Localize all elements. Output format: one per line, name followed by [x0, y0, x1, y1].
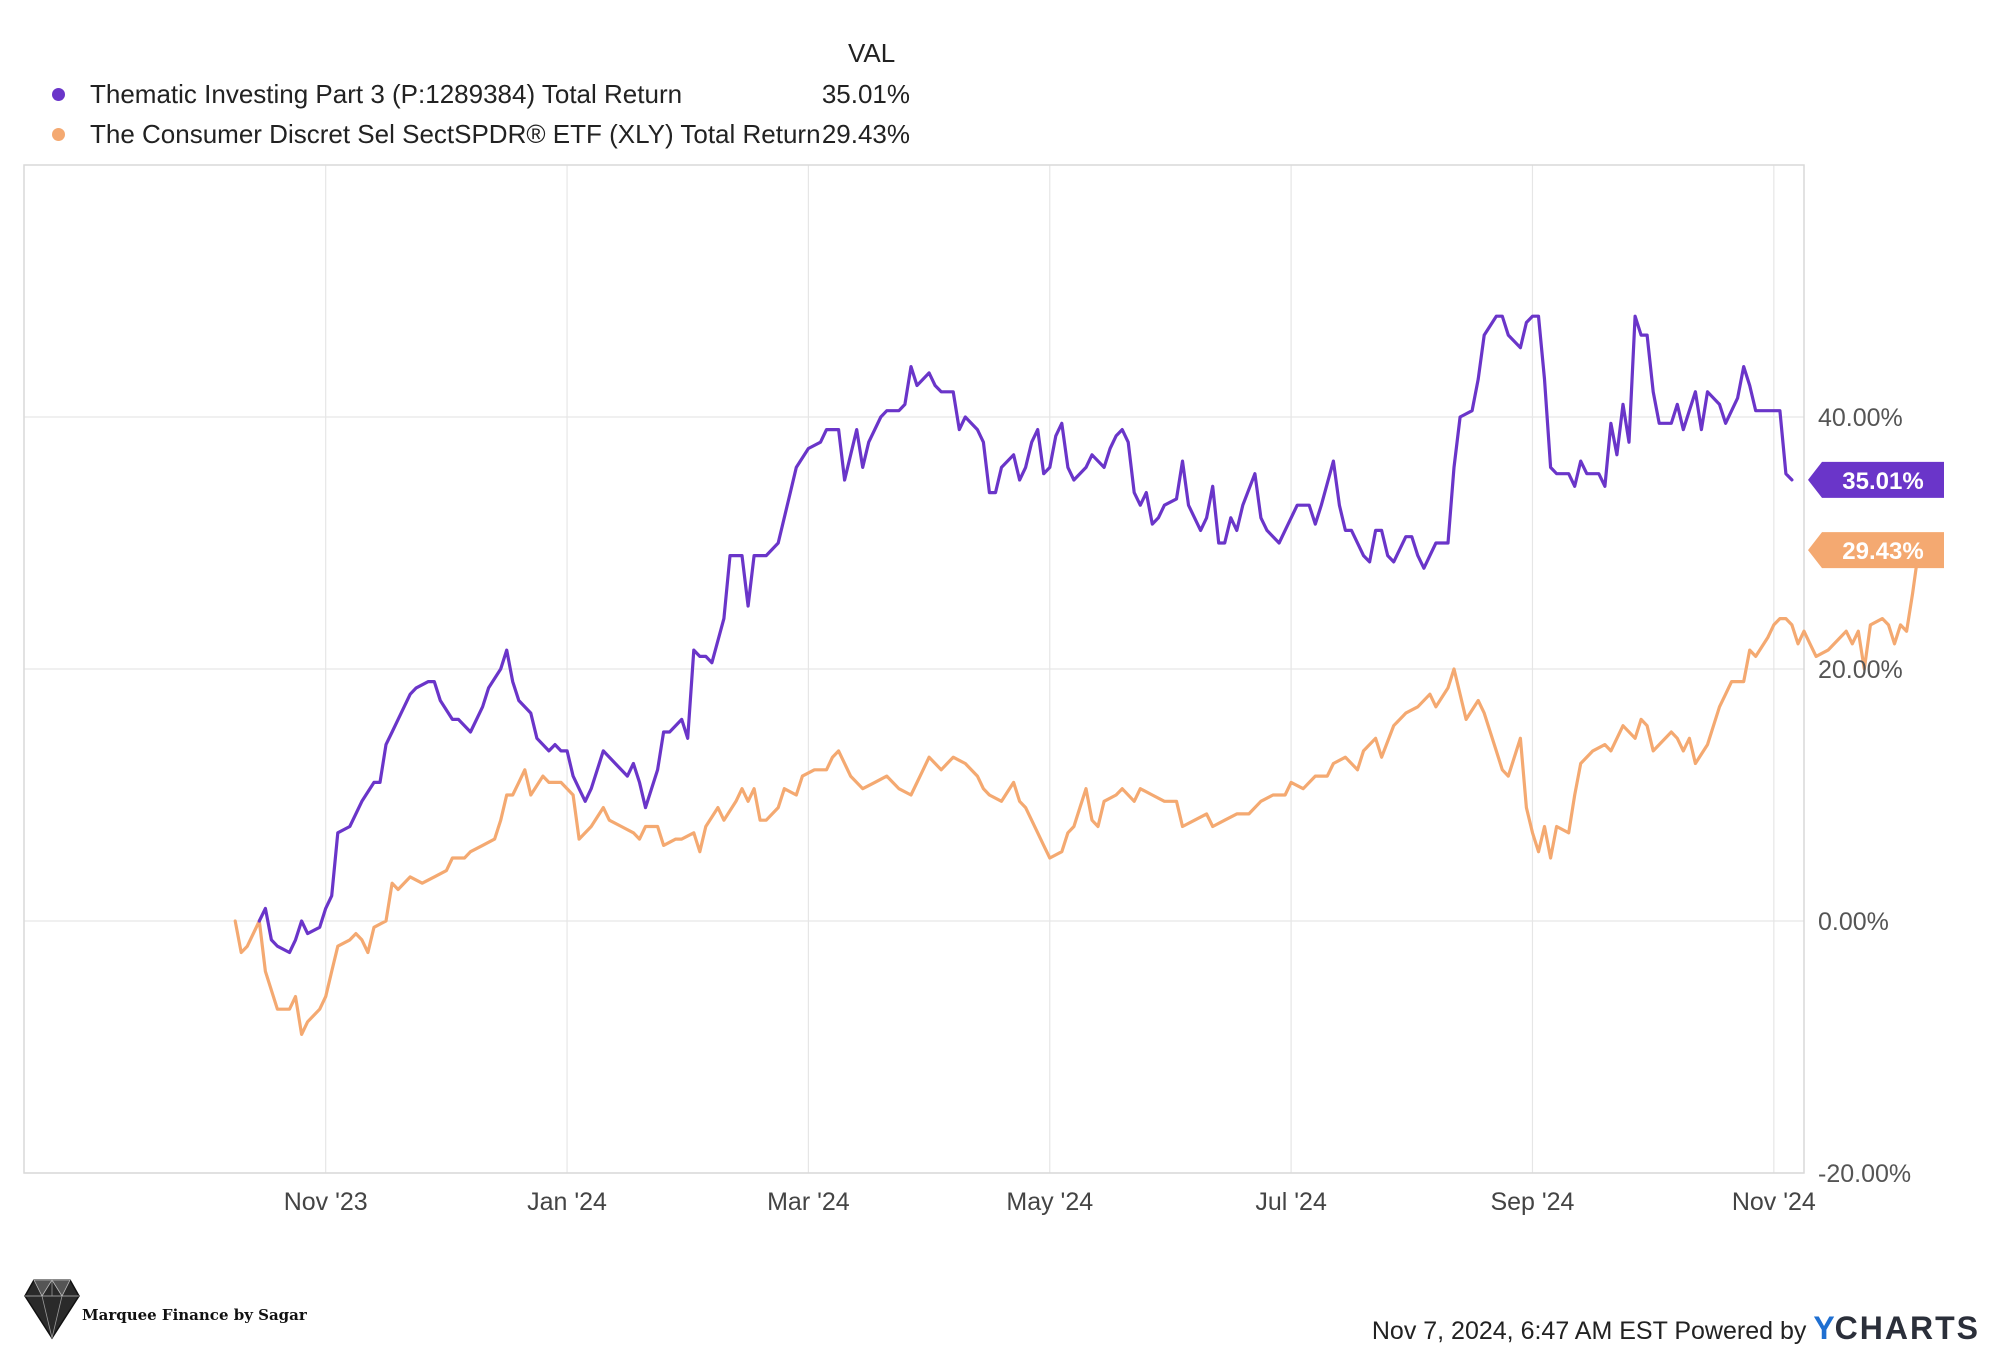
legend-series-name: The Consumer Discret Sel SectSPDR® ETF (… [90, 119, 821, 149]
y-tick-label: -20.00% [1818, 1160, 1911, 1188]
end-label-badge [1808, 532, 1944, 569]
legend-item-xly[interactable]: The Consumer Discret Sel SectSPDR® ETF (… [40, 116, 910, 152]
plot-frame [23, 164, 1805, 1174]
end-label-badge [1808, 461, 1944, 498]
legend-series-name: Thematic Investing Part 3 (P:1289384) To… [90, 79, 683, 109]
end-label-thematic: 35.01% [1808, 461, 1944, 498]
timestamp: Nov 7, 2024, 6:47 AM EST Powered by [1371, 1317, 1807, 1345]
legend-dot-icon [52, 88, 65, 101]
series-line-xly[interactable] [233, 548, 1921, 1036]
x-tick-label: May '24 [1006, 1188, 1093, 1216]
x-tick-label: Jul '24 [1255, 1188, 1327, 1216]
end-label-text: 35.01% [1842, 468, 1923, 495]
ycharts-logo[interactable]: YCHARTS [1813, 1310, 1980, 1346]
ycharts-logo-y: Y [1813, 1310, 1835, 1346]
y-gridlines [24, 416, 1804, 1174]
end-label-xly: 29.43% [1808, 532, 1944, 569]
y-tick-label: 0.00% [1818, 908, 1889, 936]
legend-dot-icon [52, 128, 65, 141]
series-line-thematic[interactable] [257, 314, 1794, 955]
legend-header: VAL [848, 38, 896, 68]
x-tick-label: Nov '24 [1732, 1188, 1816, 1216]
x-tick-label: Sep '24 [1490, 1188, 1574, 1216]
brand-logo: Marquee Finance by Sagar [24, 1276, 307, 1342]
series-layer [233, 314, 1921, 1036]
x-tick-label: Jan '24 [527, 1188, 607, 1216]
end-label-text: 29.43% [1842, 538, 1923, 565]
brand-name: Marquee Finance by Sagar [82, 1306, 307, 1324]
legend-item-thematic[interactable]: Thematic Investing Part 3 (P:1289384) To… [40, 76, 910, 112]
ycharts-logo-text: CHARTS [1834, 1310, 1980, 1346]
end-value-labels: 35.01% 29.43% [1808, 461, 1944, 569]
y-tick-label: 40.00% [1818, 404, 1903, 432]
x-axis-ticks: Nov '23 Jan '24 Mar '24 May '24 Jul '24 Sep '… [284, 1188, 1816, 1216]
legend-series-value: 35.01% [821, 79, 910, 109]
diamond-icon [24, 1279, 80, 1340]
x-tick-label: Mar '24 [767, 1188, 850, 1216]
x-tick-label: Nov '23 [284, 1188, 368, 1216]
y-tick-label: 20.00% [1818, 656, 1903, 684]
legend-series-value: 29.43% [821, 119, 910, 149]
footer-attribution: Nov 7, 2024, 6:47 AM EST Powered by YCHA… [1372, 1308, 1980, 1348]
y-axis-ticks: 40.00% 20.00% 0.00% -20.00% [1818, 404, 1911, 1188]
